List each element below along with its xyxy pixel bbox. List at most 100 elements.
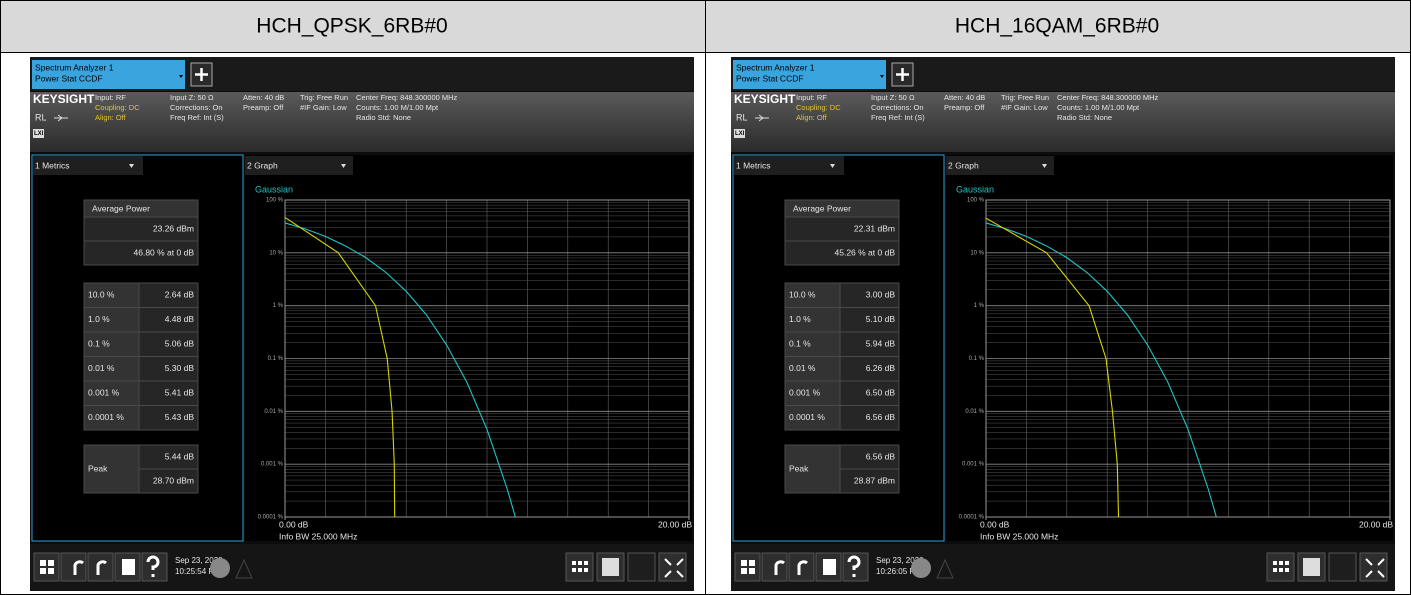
peak-dbm: 28.70 dBm <box>153 475 194 485</box>
keypad-button[interactable] <box>1266 552 1295 582</box>
windows-button[interactable] <box>734 552 761 582</box>
trace <box>284 222 516 517</box>
info-align: Align: Off <box>796 113 828 122</box>
average-power-label: Average Power <box>92 203 150 213</box>
y-tick-label: 0.01 % <box>264 409 283 415</box>
windows-button[interactable] <box>33 552 60 582</box>
info-input-z: Input Z: 50 Ω <box>170 93 214 102</box>
metrics-title: 1 Metrics <box>736 160 770 170</box>
lxi-label: LXI <box>735 131 745 137</box>
ccdf-level: 6.26 dB <box>866 363 896 373</box>
y-tick-label: 0.001 % <box>962 462 985 468</box>
info-input: Input: RF <box>95 93 126 102</box>
legend-entry: Gaussian <box>255 184 293 194</box>
ccdf-level: 5.10 dB <box>866 314 896 324</box>
plus-icon <box>896 68 909 81</box>
tab-title: Spectrum Analyzer 1 <box>736 62 815 72</box>
dropdown-arrow <box>341 164 346 168</box>
peak-dbm: 28.87 dBm <box>854 475 895 485</box>
ccdf-percent: 0.01 % <box>88 363 115 373</box>
notification-button[interactable] <box>210 558 230 578</box>
notification-button[interactable] <box>911 558 931 578</box>
redo-icon <box>797 560 808 575</box>
redo-icon <box>96 560 107 575</box>
screen-tab[interactable] <box>733 60 886 89</box>
info-trig: Trig: Free Run <box>300 93 348 102</box>
brand: KEYSIGHT <box>33 92 95 106</box>
metric-cell <box>83 444 140 494</box>
redo-button[interactable] <box>87 552 114 582</box>
info-bw: Info BW 25.000 MHz <box>980 531 1058 541</box>
grid-button[interactable] <box>1328 552 1357 582</box>
peak-label: Peak <box>789 463 809 473</box>
redo-button[interactable] <box>788 552 815 582</box>
trace <box>985 222 1217 517</box>
info-preamp: Preamp: Off <box>944 103 985 112</box>
grid-button[interactable] <box>627 552 656 582</box>
peak-db: 6.56 dB <box>866 451 896 461</box>
ccdf-percent: 1.0 % <box>88 314 110 324</box>
dropdown-arrow <box>830 164 835 168</box>
plot-frame <box>985 199 1391 518</box>
info-coupling: Coupling: DC <box>95 103 140 112</box>
ccdf-level: 5.06 dB <box>165 338 195 348</box>
ccdf-percent: 0.001 % <box>88 387 120 397</box>
info-center-freq: Center Freq: 848.300000 MHz <box>356 93 458 102</box>
metric-cell <box>83 331 140 357</box>
metric-cell <box>138 307 199 333</box>
fullscreen-icon <box>664 558 684 578</box>
y-tick-label: 0.0001 % <box>959 515 985 521</box>
trace <box>284 216 396 518</box>
metric-cell <box>784 282 841 308</box>
metric-cell <box>83 380 140 406</box>
metric-cell <box>784 356 841 382</box>
keypad-icon <box>572 561 588 572</box>
info-counts: Counts: 1.00 M/1.00 Mpt <box>1057 103 1140 112</box>
tab-title: Spectrum Analyzer 1 <box>35 62 114 72</box>
metric-cell <box>138 282 199 308</box>
tab-subtitle: Power Stat CCDF <box>35 73 103 83</box>
metric-cell <box>83 240 199 266</box>
plus-icon <box>195 68 208 81</box>
info-freq-ref: Freq Ref: Int (S) <box>170 113 224 122</box>
ccdf-percent: 1.0 % <box>789 314 811 324</box>
ccdf-level: 2.64 dB <box>165 289 195 299</box>
info-center-freq: Center Freq: 848.300000 MHz <box>1057 93 1159 102</box>
metric-cell <box>83 405 140 431</box>
screen-tab[interactable] <box>32 60 185 89</box>
metric-cell <box>138 468 199 494</box>
metric-cell <box>784 405 841 431</box>
y-tick-label: 0.1 % <box>969 356 985 362</box>
help-icon <box>847 555 861 577</box>
undo-icon <box>774 560 785 575</box>
trace <box>985 217 1120 518</box>
metric-cell <box>784 307 841 333</box>
info-bw: Info BW 25.000 MHz <box>279 531 357 541</box>
ccdf-percent: 0.001 % <box>789 387 821 397</box>
touch-icon <box>602 558 619 576</box>
info-if-gain: #IF Gain: Low <box>1001 103 1048 112</box>
y-tick-label: 0.01 % <box>965 409 984 415</box>
info-bar <box>30 92 694 152</box>
info-input: Input: RF <box>796 93 827 102</box>
warning-indicator <box>936 558 954 579</box>
ccdf-level: 5.94 dB <box>866 338 896 348</box>
ccdf-level: 3.00 dB <box>866 289 896 299</box>
metric-cell <box>839 356 900 382</box>
legend-entry: Gaussian <box>956 184 994 194</box>
info-freq-ref: Freq Ref: Int (S) <box>871 113 925 122</box>
plot-frame <box>284 199 690 518</box>
metric-cell <box>83 307 140 333</box>
windows-icon <box>40 560 54 574</box>
average-power-label: Average Power <box>793 203 851 213</box>
y-tick-label: 1 % <box>273 303 284 309</box>
info-bar <box>731 92 1395 152</box>
metric-cell <box>138 356 199 382</box>
metric-cell <box>839 307 900 333</box>
power-at-0db: 46.80 % at 0 dB <box>134 247 195 257</box>
x-tick-label: 20.00 dB <box>1359 519 1393 529</box>
keypad-button[interactable] <box>565 552 594 582</box>
rl-label: RL <box>35 112 47 122</box>
